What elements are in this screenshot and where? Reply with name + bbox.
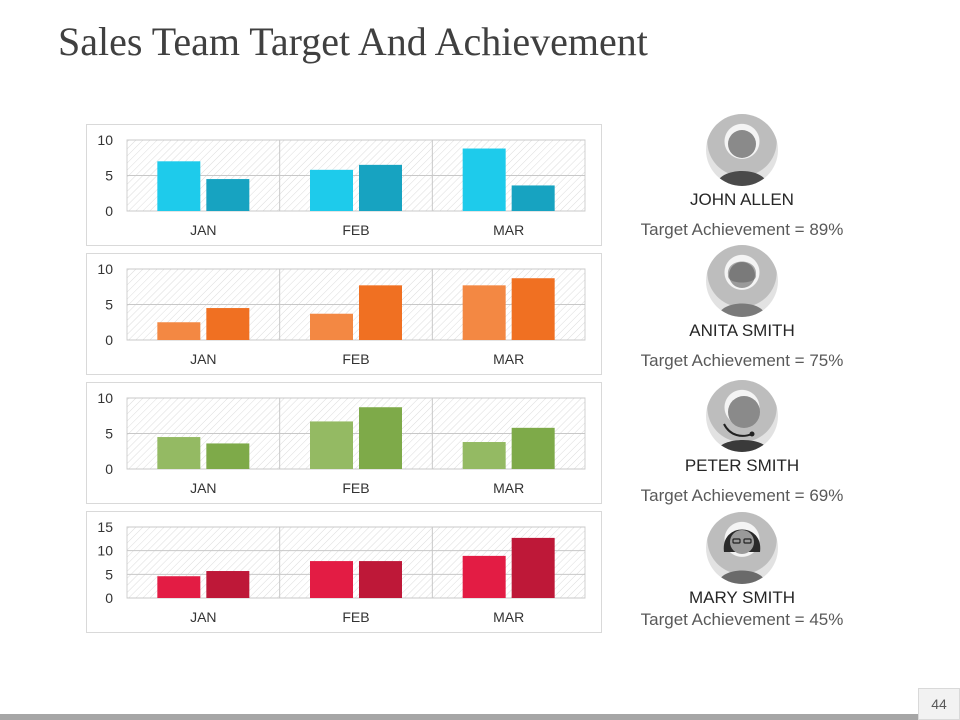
x-category-label: JAN	[190, 222, 216, 238]
plot-area	[126, 526, 586, 599]
x-category-label: JAN	[190, 480, 216, 496]
bar-chart-svg: 0 5 10 JAN FEB MAR	[97, 261, 586, 367]
x-category-label: MAR	[493, 609, 524, 625]
x-category-label: MAR	[493, 222, 524, 238]
y-tick-label: 10	[97, 132, 113, 148]
bar-achievement-jan	[206, 571, 250, 598]
bar-target-jan	[157, 322, 201, 340]
bar-target-mar	[462, 285, 506, 340]
y-tick-label: 15	[97, 519, 113, 535]
person-name: ANITA SMITH	[689, 321, 795, 340]
bar-chart-svg: 0 5 10 15 JAN FEB MAR	[97, 519, 586, 625]
page-number: 44	[918, 688, 960, 720]
target-achievement-text: Target Achievement = 45%	[640, 610, 844, 629]
x-category-label: FEB	[342, 351, 369, 367]
y-tick-label: 10	[97, 543, 113, 559]
bar-target-mar	[462, 442, 506, 469]
y-tick-label: 5	[105, 566, 113, 582]
x-category-label: MAR	[493, 480, 524, 496]
bar-target-jan	[157, 437, 201, 469]
y-tick-label: 10	[97, 390, 113, 406]
bar-achievement-jan	[206, 443, 250, 469]
man-headset-avatar	[706, 380, 778, 452]
bar-target-feb	[310, 313, 353, 340]
y-tick-label: 5	[105, 168, 113, 184]
x-category-label: MAR	[493, 351, 524, 367]
person-name: JOHN ALLEN	[690, 190, 794, 209]
person-name: PETER SMITH	[684, 456, 800, 475]
bar-achievement-feb	[359, 285, 402, 340]
bar-target-feb	[310, 421, 353, 469]
bar-achievement-mar	[511, 278, 555, 340]
y-tick-label: 0	[105, 590, 113, 606]
y-tick-label: 5	[105, 426, 113, 442]
x-category-label: FEB	[342, 609, 369, 625]
target-achievement-text: Target Achievement = 69%	[640, 486, 844, 505]
person-silhouette-icon	[718, 529, 766, 584]
y-tick-label: 0	[105, 203, 113, 219]
bar-chart-svg: 0 5 10 JAN FEB MAR	[97, 390, 586, 496]
chart-john-allen: 0 5 10 JAN FEB MAR	[86, 124, 602, 246]
bar-achievement-mar	[511, 185, 555, 211]
person-card-anita-smith: ANITA SMITH Target Achievement = 75%	[612, 245, 872, 371]
bar-target-feb	[310, 561, 353, 598]
person-name: MARY SMITH	[688, 588, 796, 607]
bar-achievement-mar	[511, 427, 555, 469]
y-tick-label: 0	[105, 461, 113, 477]
person-card-peter-smith: PETER SMITH Target Achievement = 69%	[612, 380, 872, 506]
bar-achievement-feb	[359, 561, 402, 598]
bar-achievement-feb	[359, 407, 402, 469]
x-category-label: FEB	[342, 480, 369, 496]
x-category-label: JAN	[190, 351, 216, 367]
bar-achievement-mar	[511, 537, 555, 598]
y-tick-label: 0	[105, 332, 113, 348]
person-card-john-allen: JOHN ALLEN Target Achievement = 89%	[612, 114, 872, 240]
chart-peter-smith: 0 5 10 JAN FEB MAR	[86, 382, 602, 504]
y-tick-label: 10	[97, 261, 113, 277]
bar-target-mar	[462, 555, 506, 598]
person-silhouette-icon	[718, 261, 766, 317]
bar-achievement-feb	[359, 164, 402, 211]
x-category-label: FEB	[342, 222, 369, 238]
bar-chart-svg: 0 5 10 JAN FEB MAR	[97, 132, 586, 238]
x-category-label: JAN	[190, 609, 216, 625]
bottom-bar	[0, 714, 918, 720]
bar-target-feb	[310, 169, 353, 211]
bar-target-jan	[157, 576, 201, 598]
woman-glasses-avatar	[706, 512, 778, 584]
bar-target-mar	[462, 148, 506, 211]
bar-achievement-jan	[206, 179, 250, 211]
bar-target-jan	[157, 161, 201, 211]
woman-avatar	[706, 245, 778, 317]
chart-anita-smith: 0 5 10 JAN FEB MAR	[86, 253, 602, 375]
man-smiling-avatar	[706, 114, 778, 186]
person-card-mary-smith: MARY SMITH Target Achievement = 45%	[612, 512, 872, 630]
chart-mary-smith: 0 5 10 15 JAN FEB MAR	[86, 511, 602, 633]
slide-title: Sales Team Target And Achievement	[58, 19, 648, 64]
bar-achievement-jan	[206, 308, 250, 340]
person-silhouette-icon	[716, 130, 768, 186]
person-silhouette-icon	[716, 396, 770, 452]
target-achievement-text: Target Achievement = 75%	[640, 351, 844, 370]
target-achievement-text: Target Achievement = 89%	[640, 220, 844, 239]
y-tick-label: 5	[105, 297, 113, 313]
